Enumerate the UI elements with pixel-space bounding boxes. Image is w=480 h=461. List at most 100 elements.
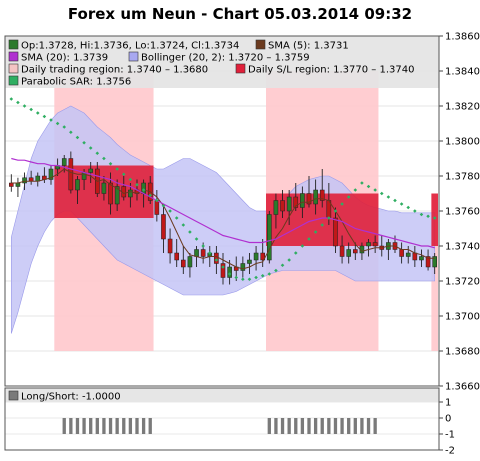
sar-point-48	[327, 216, 331, 220]
candle-41	[280, 190, 285, 218]
candle-body-23	[161, 214, 166, 240]
sar-point-9	[69, 130, 73, 135]
sar-point-42	[287, 258, 291, 262]
legend-item-trading-region: Daily trading region: 1.3740 – 1.3680	[8, 63, 208, 76]
candle-55	[372, 235, 378, 253]
legend: Op:1.3728, Hi:1.3736, Lo:1.3724, Cl:1.37…	[5, 36, 439, 88]
ls-bar-0-11	[82, 418, 86, 434]
candle-body-35	[240, 263, 246, 271]
candle-body-29	[200, 249, 206, 257]
candle-body-49	[333, 217, 338, 247]
sar-point-38	[260, 273, 265, 278]
ls-bar-1-48	[327, 418, 331, 434]
legend-swatch-trading-region	[8, 63, 19, 74]
longshort-legend-background	[5, 388, 439, 402]
candle-body-64	[432, 256, 437, 268]
sar-point-63	[426, 214, 430, 219]
sar-point-8	[62, 125, 67, 129]
sar-point-40	[274, 268, 278, 273]
sar-point-0	[9, 97, 14, 101]
sar-point-2	[22, 104, 27, 108]
longshort-bars	[62, 418, 377, 434]
longshort-border	[4, 387, 440, 451]
sar-point-62	[419, 212, 424, 217]
candle-body-38	[260, 252, 265, 261]
candle-51	[346, 242, 351, 264]
legend-label-sma20: SMA (20): 1.3739	[21, 53, 108, 64]
candle-body-41	[280, 200, 285, 212]
ls-bar-1-49	[333, 418, 338, 434]
sar-point-37	[254, 275, 258, 280]
sar-point-32	[221, 265, 225, 269]
ls-bar-1-44	[300, 418, 305, 434]
sar-point-51	[346, 195, 351, 199]
sar-point-54	[366, 184, 371, 189]
candle-body-16	[114, 186, 120, 205]
candle-36	[247, 253, 252, 274]
legend-item-sl-region: Daily S/L region: 1.3770 – 1.3740	[235, 63, 414, 76]
ls-tick-label-2: -1	[445, 430, 455, 441]
candle-37	[253, 246, 259, 271]
candle-body-24	[167, 238, 173, 254]
y-tick-label-5: 1.3760	[445, 207, 480, 218]
candle-body-6	[48, 168, 54, 180]
candle-23	[161, 204, 166, 253]
sar-point-31	[214, 258, 219, 262]
candle-body-51	[346, 249, 351, 257]
sma20-line	[11, 157, 435, 249]
sar-point-27	[188, 230, 192, 234]
ls-bar-1-50	[340, 418, 344, 434]
sar-point-33	[227, 272, 232, 276]
candle-body-15	[108, 182, 113, 205]
y-tick-label-7: 1.3800	[445, 137, 480, 148]
y-tick-label-1: 1.3680	[445, 347, 480, 358]
ls-tick-label-1: 0	[445, 414, 451, 425]
candle-body-2	[22, 177, 27, 184]
candle-body-8	[61, 158, 67, 166]
sar-point-23	[161, 203, 166, 208]
candle-body-60	[405, 252, 411, 257]
ls-bar-0-9	[69, 418, 73, 434]
candle-46	[313, 179, 318, 215]
candle-body-32	[220, 263, 226, 278]
ls-bar-1-51	[347, 418, 351, 434]
ls-bar-0-12	[89, 418, 93, 434]
sar-point-3	[29, 107, 33, 112]
sar-point-43	[293, 251, 298, 255]
sar-point-7	[55, 121, 60, 126]
sar-point-17	[121, 172, 126, 177]
sar-point-5	[42, 114, 47, 119]
legend-swatch-sl-region	[235, 63, 246, 74]
longshort-axis: 1 0 -1 -2	[439, 398, 455, 457]
candle-body-18	[128, 189, 133, 198]
candle-body-36	[247, 259, 252, 264]
sar-point-35	[241, 277, 245, 282]
legend-label-sma5: SMA (5): 1.3731	[268, 41, 349, 52]
ls-bar-0-13	[95, 418, 99, 434]
candle-body-11	[81, 172, 87, 180]
sar-point-61	[413, 209, 417, 213]
y-tick-label-4: 1.3740	[445, 242, 480, 253]
candle-body-27	[187, 256, 193, 268]
legend-swatch-bollinger	[128, 51, 139, 62]
sar-point-28	[194, 237, 199, 241]
bollinger-band	[11, 105, 435, 334]
candle-25	[174, 239, 179, 267]
price-axis: 1.3660 1.3680 1.3700 1.3720 1.3740 1.3760 1.37…	[439, 32, 480, 393]
ls-bar-0-19	[135, 418, 139, 434]
ls-bar-1-53	[360, 418, 364, 434]
ls-bar-0-17	[122, 418, 126, 434]
candle-49	[333, 207, 338, 253]
sar-point-12	[88, 146, 93, 150]
legend-swatch-sma20	[8, 51, 19, 62]
sar-point-55	[373, 188, 377, 192]
candle-body-55	[372, 242, 378, 247]
candle-body-26	[181, 259, 186, 268]
ls-bar-0-14	[102, 418, 106, 434]
legend-swatch-ohlc	[8, 39, 19, 50]
legend-swatch-sma5	[255, 39, 266, 50]
candle-10	[75, 176, 80, 204]
candle-16	[114, 179, 120, 211]
legend-label-bollinger: Bollinger (20, 2): 1.3720 – 1.3759	[141, 53, 310, 64]
legend-item-sma5: SMA (5): 1.3731	[255, 39, 349, 52]
